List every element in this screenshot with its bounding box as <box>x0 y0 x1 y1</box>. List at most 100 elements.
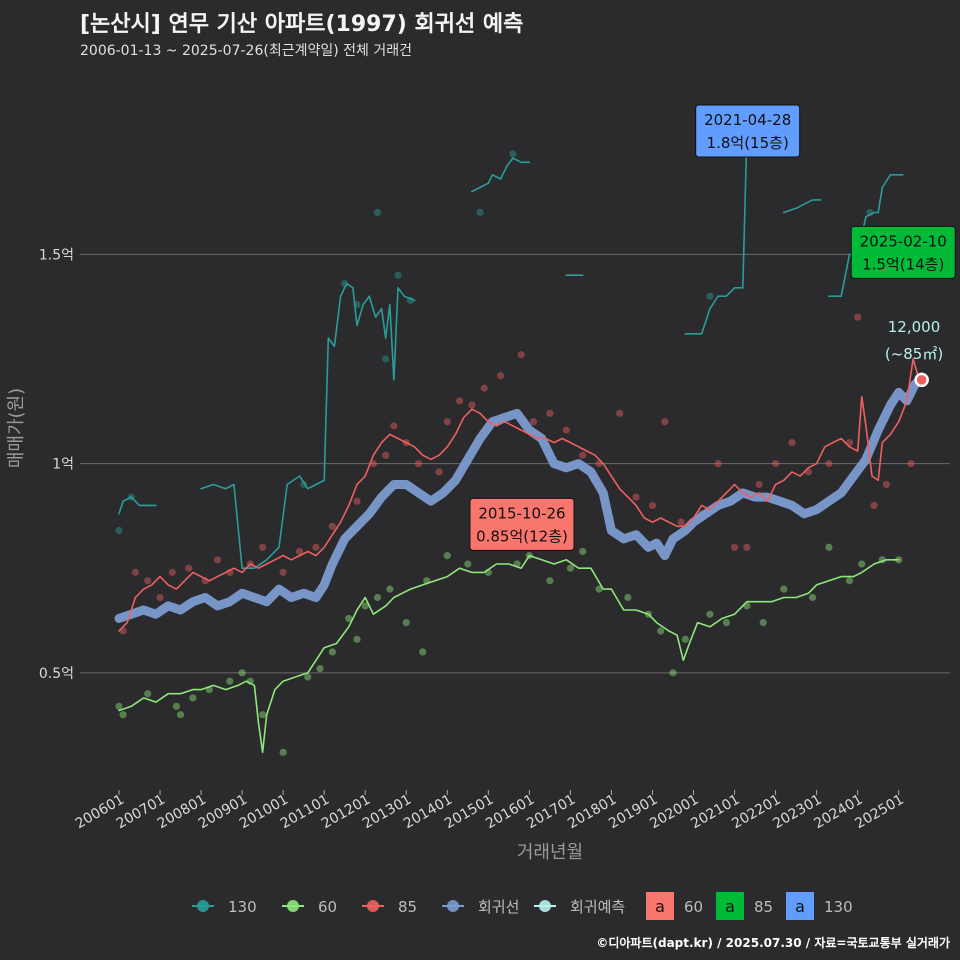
scatter-point-60 <box>624 593 632 602</box>
forecast-sublabel: (~85㎡) <box>885 345 943 363</box>
scatter-point-130 <box>509 150 517 158</box>
scatter-point-130 <box>115 526 123 535</box>
scatter-point-85 <box>131 568 140 576</box>
y-tick-label: 1.5억 <box>39 247 74 263</box>
scatter-point-60 <box>722 619 730 627</box>
scatter-point-60 <box>119 711 127 719</box>
scatter-point-60 <box>238 669 246 677</box>
scatter-point-85 <box>480 384 488 392</box>
annotation-value: 1.8억(15층) <box>707 134 789 152</box>
legend-key-dot <box>197 900 209 912</box>
legend-box-key <box>786 892 814 920</box>
scatter-point-60 <box>657 627 665 635</box>
legend-box-label: 85 <box>754 898 773 916</box>
scatter-point-85 <box>788 439 796 447</box>
scatter-point-60 <box>176 711 185 719</box>
scatter-point-85 <box>168 568 176 576</box>
scatter-point-60 <box>353 635 361 643</box>
scatter-point-60 <box>464 560 472 568</box>
scatter-point-60 <box>189 694 197 702</box>
annotation-box <box>469 497 575 551</box>
scatter-point-85 <box>144 577 152 585</box>
scatter-point-60 <box>669 669 677 677</box>
scatter-point-60 <box>328 648 336 656</box>
scatter-point-60 <box>681 635 689 643</box>
scatter-point-60 <box>825 543 833 551</box>
series-line-85 <box>118 358 920 632</box>
scatter-point-85 <box>677 518 685 526</box>
scatter-point-85 <box>714 459 722 468</box>
annotation-date: 2015-10-26 <box>478 504 565 522</box>
source-caption: ©디아파트(dapt.kr) / 2025.07.30 / 자료=국토교통부 실… <box>596 936 950 950</box>
scatter-point-60 <box>373 593 382 602</box>
scatter-point-60 <box>579 547 587 556</box>
scatter-point-85 <box>213 556 222 564</box>
legend-box-label: 130 <box>824 898 853 916</box>
scatter-point-85 <box>616 409 624 417</box>
scatter-point-85 <box>414 459 423 468</box>
scatter-point-85 <box>497 372 505 380</box>
scatter-point-85 <box>382 451 390 459</box>
scatter-point-85 <box>328 522 336 530</box>
scatter-point-85 <box>529 418 538 426</box>
scatter-point-130 <box>373 208 382 217</box>
scatter-point-85 <box>295 547 304 556</box>
annotation-box <box>850 225 956 279</box>
annotation-value: 0.85억(12층) <box>476 527 568 545</box>
scatter-point-130 <box>394 271 402 279</box>
legend-key-dot <box>447 900 459 912</box>
scatter-point-60 <box>115 702 123 710</box>
scatter-point-85 <box>185 564 193 572</box>
scatter-point-60 <box>144 690 152 698</box>
x-axis-title: 거래년월 <box>517 842 583 863</box>
scatter-point-60 <box>706 610 714 618</box>
scatter-point-60 <box>566 564 575 572</box>
forecast-point <box>914 372 929 388</box>
scatter-point-85 <box>648 501 657 510</box>
scatter-point-60 <box>546 577 554 585</box>
scatter-point-85 <box>562 426 570 434</box>
legend-key-dot <box>287 900 299 912</box>
scatter-point-85 <box>771 459 780 468</box>
scatter-point-130 <box>382 355 390 363</box>
scatter-point-130 <box>706 292 714 300</box>
scatter-point-85 <box>870 501 878 510</box>
legend-box-key <box>716 892 744 920</box>
scatter-point-85 <box>468 401 476 409</box>
chart-title: [논산시] 연무 기산 아파트(1997) 회귀선 예측 <box>80 12 524 37</box>
scatter-point-85 <box>546 409 554 417</box>
scatter-point-85 <box>259 543 267 551</box>
scatter-point-60 <box>595 585 603 593</box>
scatter-point-60 <box>808 593 817 602</box>
scatter-point-85 <box>279 568 287 576</box>
chart-subtitle: 2006-01-13 ~ 2025-07-26(최근계약일) 전체 거래건 <box>80 43 412 59</box>
scatter-point-85 <box>854 313 862 321</box>
scatter-point-85 <box>661 418 669 426</box>
legend-box-glyph: a <box>655 897 665 916</box>
scatter-point-60 <box>443 552 451 560</box>
scatter-point-85 <box>312 543 320 551</box>
legend-label: 회귀예측 <box>570 898 625 916</box>
scatter-point-85 <box>390 422 398 430</box>
legend-label: 60 <box>318 898 337 916</box>
scatter-point-130 <box>476 208 484 217</box>
scatter-point-85 <box>755 480 763 489</box>
annotation-date: 2021-04-28 <box>704 111 791 129</box>
scatter-point-60 <box>759 619 767 627</box>
scatter-point-60 <box>858 560 866 568</box>
legend-box-glyph: a <box>725 897 735 916</box>
legend-label: 130 <box>228 898 257 916</box>
scatter-point-60 <box>345 614 353 623</box>
legend-key-dot <box>539 900 551 912</box>
scatter-point-60 <box>419 648 427 656</box>
scatter-point-85 <box>443 418 451 426</box>
scatter-point-60 <box>845 577 854 585</box>
legend-box-label: 60 <box>684 898 703 916</box>
scatter-point-60 <box>386 585 394 593</box>
scatter-point-85 <box>517 351 525 359</box>
scatter-point-60 <box>780 585 788 593</box>
scatter-point-85 <box>156 593 164 602</box>
scatter-point-60 <box>361 602 369 610</box>
series-line-회귀선 <box>114 375 926 623</box>
